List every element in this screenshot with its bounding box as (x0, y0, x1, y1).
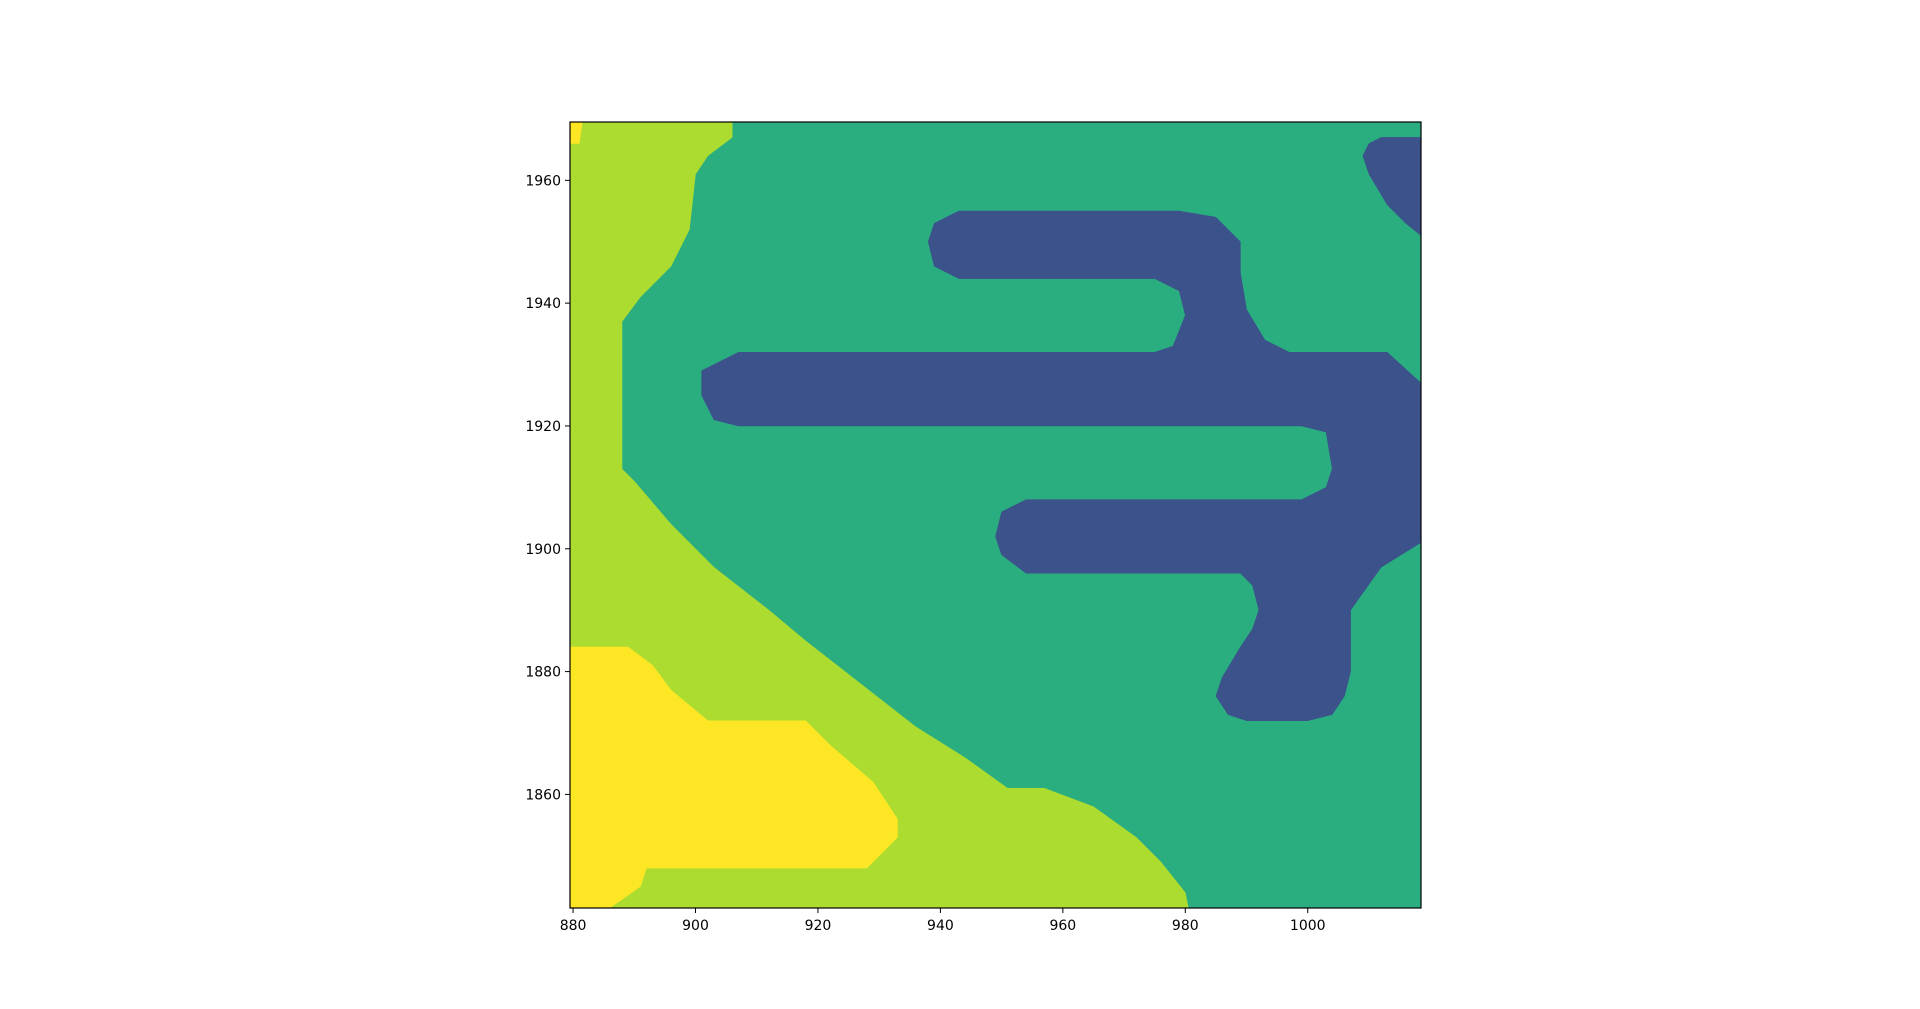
heatmap-region-2-level-3 (570, 646, 898, 908)
x-tick-label: 880 (560, 918, 587, 934)
heatmap-region-4-level-0 (701, 210, 1421, 721)
y-tick-label: 1860 (525, 787, 561, 803)
x-tick-label: 980 (1172, 918, 1199, 934)
x-tick-label: 920 (805, 918, 832, 934)
heatmap-region-5-level-0 (1362, 137, 1421, 236)
heatmap-region-1-level-2 (570, 122, 1189, 908)
y-tick-label: 1900 (525, 542, 561, 558)
y-tick-label: 1920 (525, 419, 561, 435)
plot-frame (569, 121, 1422, 909)
y-axis: 1860 1880 1900 1920 1940 1960 (525, 173, 570, 803)
x-tick-label: 940 (927, 918, 954, 934)
y-tick-label: 1960 (525, 173, 561, 189)
plot-area (570, 122, 1421, 908)
x-tick-label: 1000 (1290, 918, 1326, 934)
x-tick-label: 960 (1049, 918, 1076, 934)
y-tick-label: 1880 (525, 665, 561, 681)
y-tick-label: 1940 (525, 296, 561, 312)
x-tick-label: 900 (682, 918, 709, 934)
x-axis: 880 900 920 940 960 980 1000 (560, 908, 1326, 934)
heatmap-region-3-level-3 (570, 122, 583, 144)
